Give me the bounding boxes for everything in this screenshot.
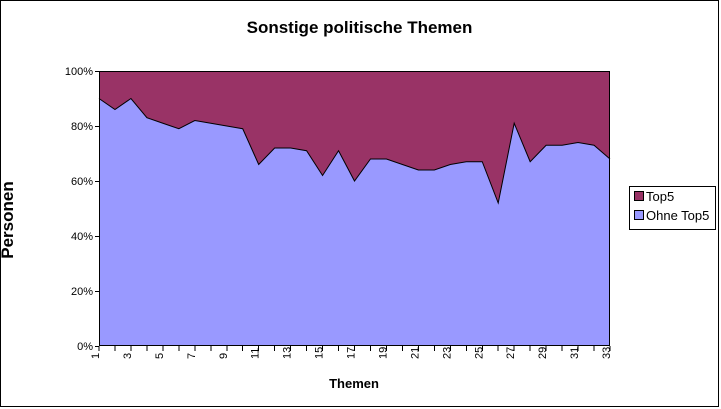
svg-text:100%: 100% — [65, 66, 93, 78]
svg-text:9: 9 — [218, 353, 230, 359]
svg-text:Personen: Personen — [1, 181, 17, 258]
svg-text:15: 15 — [314, 347, 326, 359]
svg-text:21: 21 — [409, 347, 421, 359]
svg-text:19: 19 — [377, 347, 389, 359]
svg-text:1: 1 — [90, 353, 102, 359]
svg-text:23: 23 — [441, 347, 453, 359]
svg-text:7: 7 — [186, 353, 198, 359]
svg-text:33: 33 — [601, 347, 613, 359]
svg-text:5: 5 — [154, 353, 166, 359]
svg-text:17: 17 — [346, 347, 358, 359]
svg-text:31: 31 — [569, 347, 581, 359]
svg-text:3: 3 — [122, 353, 134, 359]
svg-text:25: 25 — [473, 347, 485, 359]
svg-text:27: 27 — [505, 347, 517, 359]
svg-text:60%: 60% — [71, 176, 93, 188]
svg-text:0%: 0% — [77, 341, 93, 353]
svg-text:Themen: Themen — [329, 376, 379, 391]
svg-text:40%: 40% — [71, 231, 93, 243]
svg-text:13: 13 — [282, 347, 294, 359]
svg-text:80%: 80% — [71, 121, 93, 133]
svg-text:Ohne Top5: Ohne Top5 — [646, 208, 709, 223]
svg-text:11: 11 — [250, 348, 262, 359]
svg-text:Top5: Top5 — [646, 189, 674, 204]
svg-text:29: 29 — [537, 347, 549, 359]
svg-text:20%: 20% — [71, 286, 93, 298]
